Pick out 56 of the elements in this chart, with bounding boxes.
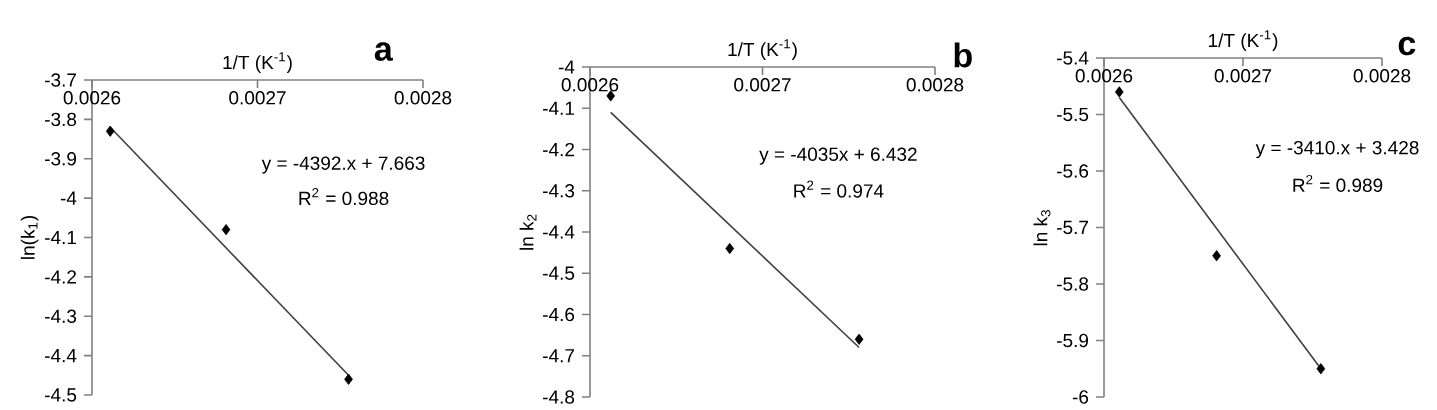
y-tick-label: -6 xyxy=(1072,390,1089,404)
y-tick-label: -4.5 xyxy=(543,266,575,280)
annotation: y = -3410.x + 3.428 xyxy=(1255,140,1419,158)
y-tick-label: -3.9 xyxy=(45,151,77,166)
x-tick-label: 0.0028 xyxy=(394,90,452,105)
x-axis-title: 1/T (K$^{-1}$) xyxy=(728,39,797,60)
y-tick-label: -4.8 xyxy=(543,390,575,404)
point xyxy=(1114,86,1124,98)
y-tick-label: -4.2 xyxy=(543,142,574,156)
y-tick-label: -4.6 xyxy=(543,307,575,322)
y-tick-label: -5.6 xyxy=(1057,164,1089,178)
y-tick-label: -3.8 xyxy=(45,112,77,126)
y-tick-label: -4.1 xyxy=(45,230,76,244)
y-tick-label: -4.2 xyxy=(45,270,76,284)
y-tick-label: -4 xyxy=(60,191,77,205)
x-tick-label: 0.0028 xyxy=(906,77,964,92)
point xyxy=(105,125,115,137)
x-tick-label: 0.0028 xyxy=(1353,68,1411,83)
y-axis-title: ln k$_{3}$ xyxy=(1033,209,1051,246)
y-tick-label: -5.9 xyxy=(1057,333,1089,348)
y-tick-label: -4.1 xyxy=(543,101,574,115)
x-tick-label: 0.0027 xyxy=(734,77,791,92)
y-axis-title: ln(k$_{1}$) xyxy=(20,215,39,259)
y-tick-label: -5.5 xyxy=(1057,107,1089,121)
y-tick-label: -5.7 xyxy=(1057,220,1088,234)
point xyxy=(1316,362,1326,375)
y-axis-title: ln k$_{2}$ xyxy=(519,214,537,250)
chart-title: b xyxy=(954,42,972,68)
y-tick-label: -5.4 xyxy=(1057,51,1089,65)
y-tick-label: -4.5 xyxy=(45,388,77,402)
y-tick-label: -4.4 xyxy=(45,348,77,362)
y-tick-label: -5.8 xyxy=(1057,277,1089,291)
y-tick-label: -3.7 xyxy=(45,73,76,87)
x-tick-label: 0.0027 xyxy=(229,90,286,105)
annotation: R$^{2}$ = 0.974 xyxy=(794,180,884,198)
annotation: R$^{2}$ = 0.988 xyxy=(299,187,389,205)
x-tick-label: 0.0026 xyxy=(1075,68,1133,83)
annotation: y = -4392.x + 7.663 xyxy=(261,156,425,174)
x-tick-label: 0.0026 xyxy=(561,77,619,92)
point xyxy=(344,373,353,385)
annotation: R$^{2}$ = 0.989 xyxy=(1293,174,1383,192)
x-axis-title: 1/T (K$^{-1}$) xyxy=(223,52,292,73)
y-tick-label: -4.7 xyxy=(543,349,574,363)
annotation: y = -4035x + 6.432 xyxy=(759,147,917,165)
y-tick-label: -4 xyxy=(558,60,575,74)
point xyxy=(221,223,231,236)
chart-title: c xyxy=(1398,36,1416,56)
x-tick-label: 0.0026 xyxy=(63,90,121,105)
y-tick-label: -4.3 xyxy=(543,183,575,198)
chart-title: a xyxy=(374,42,393,61)
x-axis-title: 1/T (K$^{-1}$) xyxy=(1209,30,1278,51)
y-tick-label: -4.4 xyxy=(543,225,575,239)
point xyxy=(725,242,735,254)
y-tick-label: -4.3 xyxy=(45,309,77,323)
point xyxy=(854,333,864,345)
x-tick-label: 0.0027 xyxy=(1214,68,1272,83)
